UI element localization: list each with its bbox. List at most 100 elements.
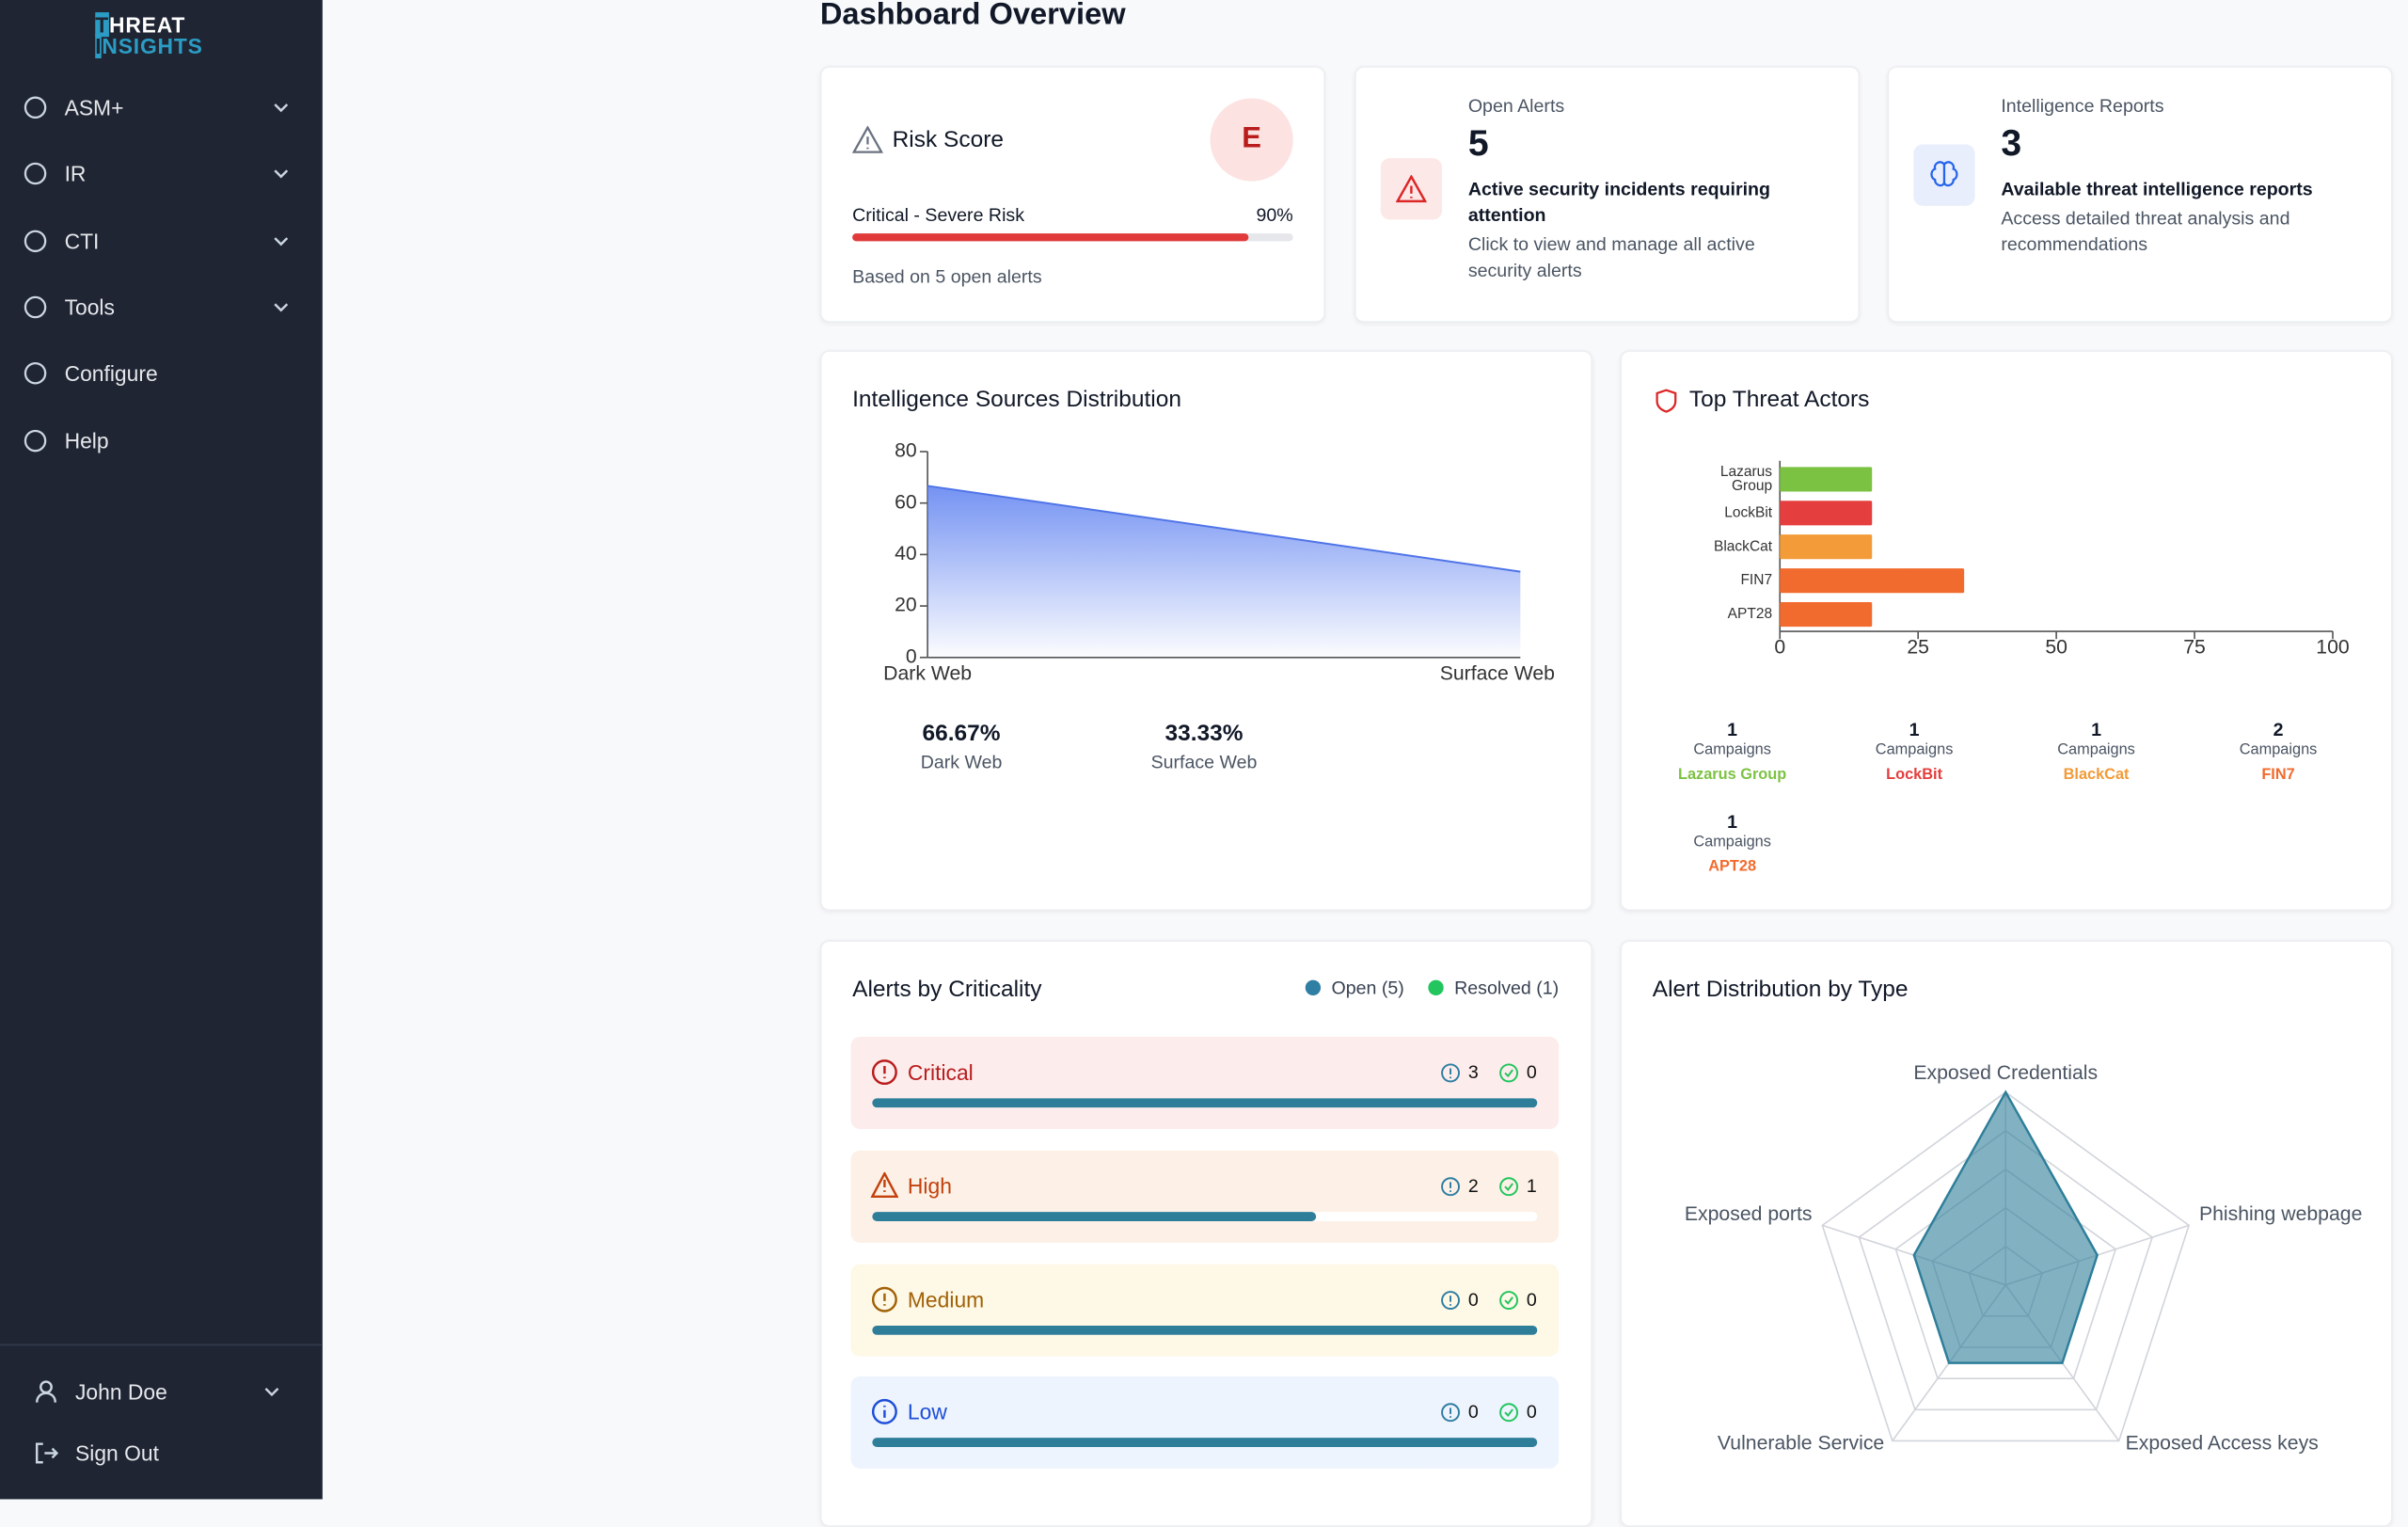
reports-description: Access detailed threat analysis and reco… [2001, 207, 2290, 256]
y-tick-label: BlackCat [1714, 538, 1773, 556]
count-resolved: 0 [1526, 1288, 1537, 1310]
risk-bar [852, 233, 1249, 242]
count-resolved: 0 [1526, 1401, 1537, 1424]
level-icon [871, 1059, 897, 1086]
chevron-shape [274, 303, 289, 312]
reports-label: Intelligence Reports [2001, 95, 2164, 118]
icon-shape [1499, 1290, 1519, 1310]
user-name: John Doe [74, 1379, 167, 1405]
icon-mark [1504, 1296, 1513, 1305]
icon-shape [24, 295, 47, 319]
chevron-shape [274, 169, 289, 179]
user-menu[interactable]: John Doe [0, 1364, 323, 1420]
bar [1780, 601, 1873, 628]
campaign-actor: FIN7 [2261, 766, 2295, 784]
icon-shape [871, 1399, 897, 1425]
nav-item[interactable]: Configure [0, 346, 323, 402]
icon-shape [1441, 1403, 1460, 1423]
nav-icon [24, 295, 47, 319]
campaign-count: 1 [1909, 719, 1920, 740]
y-tick-label: Lazarus Group [1719, 464, 1773, 495]
criticality-row: Low 0 0 [850, 1376, 1560, 1470]
criticality-row: High 2 1 [850, 1150, 1560, 1243]
sidebar: THREAT INSIGHTS John Doe Sign Out ASM+ IR… [0, 0, 323, 1500]
risk-note: Based on 5 open alerts [852, 265, 1042, 288]
progress-bar [872, 1438, 1538, 1448]
icon-shape [1441, 1176, 1460, 1196]
count-icon [1441, 1176, 1460, 1196]
campaign-unit: Campaigns [1693, 833, 1771, 851]
nav-icon [24, 96, 47, 119]
radar-title: Alert Distribution by Type [1652, 976, 1909, 1003]
count-open: 3 [1467, 1061, 1479, 1084]
icon-shape [871, 1286, 897, 1312]
icon-shape [1441, 1290, 1460, 1310]
icon-shape [1441, 1063, 1460, 1083]
progress-bar [872, 1211, 1316, 1221]
shield-icon [1656, 389, 1677, 413]
legend-label: Resolved (1) [1454, 977, 1560, 999]
level-name: High [907, 1173, 952, 1199]
nav-item[interactable]: CTI [0, 213, 323, 268]
nav-item[interactable]: Help [0, 412, 323, 468]
count-open: 0 [1467, 1401, 1479, 1424]
radar-label: Exposed Access keys [2126, 1432, 2319, 1454]
nav-item[interactable]: ASM+ [0, 80, 323, 135]
nav-item[interactable]: Tools [0, 279, 323, 335]
y-tick-label: 80 [895, 440, 917, 462]
summary-value: 66.67% [923, 721, 1001, 746]
y-tick-label: APT28 [1727, 606, 1773, 624]
radar-card: Alert Distribution by Type [1620, 940, 2393, 1527]
risk-level: Critical - Severe Risk [852, 204, 1025, 226]
sign-out-icon [35, 1442, 59, 1464]
level-name: Low [907, 1399, 947, 1425]
area [927, 485, 1521, 658]
icon-mark [1504, 1069, 1513, 1078]
y-tick-label: LockBit [1724, 504, 1773, 522]
level-name: Medium [907, 1286, 985, 1312]
progress-track [872, 1325, 1538, 1335]
y-tick-label: 40 [895, 543, 917, 565]
brain-icon [1930, 161, 1958, 187]
x-tick-label: 25 [1907, 637, 1929, 659]
alerts-headline: Active security incidents requiring atte… [1467, 178, 1771, 226]
nav-icon [24, 362, 47, 385]
reports-card[interactable]: Intelligence Reports 3 Available threat … [1887, 66, 2393, 323]
radar-label: Exposed ports [1685, 1203, 1813, 1225]
radar-ring [1858, 1129, 2154, 1411]
nav-icon [24, 428, 47, 452]
alerts-card[interactable]: Open Alerts 5 Active security incidents … [1354, 66, 1861, 323]
bar [1780, 534, 1873, 560]
count-icon [1499, 1403, 1519, 1423]
x-tick-label: 75 [2183, 637, 2206, 659]
actors-title: Top Threat Actors [1688, 386, 1870, 413]
reports-count: 3 [2001, 122, 2022, 165]
campaign-unit: Campaigns [2239, 741, 2318, 759]
campaign-actor: BlackCat [2063, 766, 2130, 784]
campaign-count: 1 [1727, 719, 1738, 740]
sign-out-label: Sign Out [74, 1440, 159, 1466]
campaign-count: 1 [2091, 719, 2102, 740]
alerts-description: Click to view and manage all active secu… [1467, 233, 1755, 281]
count-icon [1499, 1290, 1519, 1310]
nav-label: ASM+ [64, 95, 124, 120]
count-icon [1441, 1290, 1460, 1310]
logo-bottom: INSIGHTS [95, 33, 203, 59]
icon-shape [1499, 1176, 1519, 1196]
summary-value: 33.33% [1164, 721, 1243, 746]
campaign-unit: Campaigns [1875, 741, 1954, 759]
reports-headline: Available threat intelligence reports [2001, 178, 2313, 200]
progress-track [872, 1211, 1538, 1221]
progress-bar [872, 1325, 1538, 1335]
count-open: 2 [1467, 1174, 1479, 1197]
criticality-title: Alerts by Criticality [852, 976, 1042, 1003]
chevron [274, 169, 289, 179]
icon-shape [24, 428, 47, 452]
sign-out[interactable]: Sign Out [0, 1425, 323, 1481]
nav-item[interactable]: IR [0, 147, 323, 202]
sources-title: Intelligence Sources Distribution [852, 386, 1181, 413]
risk-title: Risk Score [892, 126, 1004, 153]
campaign-actor: LockBit [1886, 766, 1943, 784]
